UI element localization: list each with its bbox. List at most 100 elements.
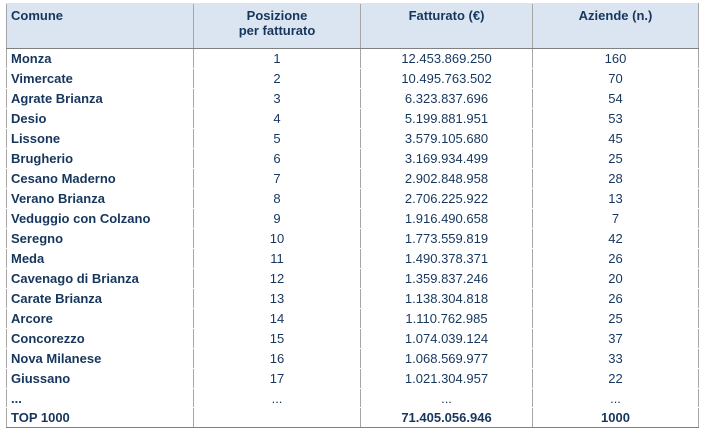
cell-fatturato: 1.916.490.658 [360,208,533,229]
cell-comune: Agrate Brianza [6,88,194,109]
table-row: Giussano 17 1.021.304.957 22 [6,368,699,389]
table-row: Veduggio con Colzano 9 1.916.490.658 7 [6,208,699,229]
cell-aziende: 26 [532,288,699,309]
header-posizione-line2: per fatturato [238,23,316,38]
cell-posizione: 11 [193,248,361,269]
cell-posizione: 4 [193,108,361,129]
table-row: Seregno 10 1.773.559.819 42 [6,228,699,249]
cell-fatturato: 1.074.039.124 [360,328,533,349]
total-label: TOP 1000 [6,407,194,428]
cell-posizione: 14 [193,308,361,329]
cell-aziende: 20 [532,268,699,289]
cell-fatturato: 1.021.304.957 [360,368,533,389]
cell-comune: Brugherio [6,148,194,169]
cell-fatturato: 1.359.837.246 [360,268,533,289]
cell-comune: Cavenago di Brianza [6,268,194,289]
cell-aziende: 22 [532,368,699,389]
cell-posizione: 7 [193,168,361,189]
cell-aziende: 37 [532,328,699,349]
table-row: Verano Brianza 8 2.706.225.922 13 [6,188,699,209]
cell-comune: Nova Milanese [6,348,194,369]
cell-posizione: 10 [193,228,361,249]
cell-posizione: 16 [193,348,361,369]
cell-aziende: ... [532,388,699,408]
table-row: Desio 4 5.199.881.951 53 [6,108,699,129]
cell-fatturato: 1.138.304.818 [360,288,533,309]
cell-comune: Veduggio con Colzano [6,208,194,229]
header-posizione-line1: Posizione [246,8,308,23]
total-posizione [193,407,361,428]
cell-fatturato: 5.199.881.951 [360,108,533,129]
header-row: Comune Posizione per fatturato Fatturato… [6,3,699,49]
cell-fatturato: 1.110.762.985 [360,308,533,329]
cell-fatturato: 1.490.378.371 [360,248,533,269]
cell-comune: Concorezzo [6,328,194,349]
cell-aziende: 42 [532,228,699,249]
cell-aziende: 25 [532,308,699,329]
cell-fatturato: 3.169.934.499 [360,148,533,169]
cell-comune: Giussano [6,368,194,389]
cell-comune: Carate Brianza [6,288,194,309]
total-fatturato: 71.405.056.946 [360,407,533,428]
cell-comune: ... [6,388,194,408]
total-row: TOP 1000 71.405.056.946 1000 [6,407,699,428]
header-comune: Comune [6,3,194,49]
cell-fatturato: 1.068.569.977 [360,348,533,369]
table-row: Arcore 14 1.110.762.985 25 [6,308,699,329]
cell-aziende: 54 [532,88,699,109]
cell-aziende: 25 [532,148,699,169]
cell-aziende: 13 [532,188,699,209]
table-row: Cavenago di Brianza 12 1.359.837.246 20 [6,268,699,289]
cell-posizione: 13 [193,288,361,309]
cell-aziende: 7 [532,208,699,229]
table-row: Lissone 5 3.579.105.680 45 [6,128,699,149]
cell-posizione: 6 [193,148,361,169]
cell-comune: Desio [6,108,194,129]
cell-posizione: 9 [193,208,361,229]
cell-fatturato: 2.706.225.922 [360,188,533,209]
cell-aziende: 70 [532,68,699,89]
cell-posizione: 12 [193,268,361,289]
cell-comune: Vimercate [6,68,194,89]
cell-aziende: 45 [532,128,699,149]
cell-fatturato: 10.495.763.502 [360,68,533,89]
table-row: Brugherio 6 3.169.934.499 25 [6,148,699,169]
cell-aziende: 160 [532,48,699,69]
cell-fatturato: 6.323.837.696 [360,88,533,109]
cell-fatturato: ... [360,388,533,408]
cell-posizione: ... [193,388,361,408]
cell-comune: Verano Brianza [6,188,194,209]
table-row: Vimercate 2 10.495.763.502 70 [6,68,699,89]
fatturato-table: Comune Posizione per fatturato Fatturato… [6,3,699,428]
cell-comune: Cesano Maderno [6,168,194,189]
cell-posizione: 5 [193,128,361,149]
cell-comune: Seregno [6,228,194,249]
header-posizione: Posizione per fatturato [193,3,361,49]
cell-posizione: 15 [193,328,361,349]
header-aziende: Aziende (n.) [532,3,699,49]
cell-comune: Arcore [6,308,194,329]
table-row: Nova Milanese 16 1.068.569.977 33 [6,348,699,369]
table-row: Agrate Brianza 3 6.323.837.696 54 [6,88,699,109]
cell-aziende: 26 [532,248,699,269]
ellipsis-row: ............ [6,388,699,408]
cell-aziende: 53 [532,108,699,129]
table-container: Comune Posizione per fatturato Fatturato… [6,3,699,428]
cell-fatturato: 3.579.105.680 [360,128,533,149]
cell-comune: Monza [6,48,194,69]
cell-posizione: 17 [193,368,361,389]
cell-aziende: 28 [532,168,699,189]
cell-fatturato: 2.902.848.958 [360,168,533,189]
cell-posizione: 2 [193,68,361,89]
cell-fatturato: 12.453.869.250 [360,48,533,69]
header-fatturato: Fatturato (€) [360,3,533,49]
cell-fatturato: 1.773.559.819 [360,228,533,249]
cell-posizione: 8 [193,188,361,209]
cell-comune: Lissone [6,128,194,149]
cell-comune: Meda [6,248,194,269]
table-row: Monza 1 12.453.869.250 160 [6,48,699,69]
table-row: Cesano Maderno 7 2.902.848.958 28 [6,168,699,189]
total-aziende: 1000 [532,407,699,428]
cell-posizione: 3 [193,88,361,109]
cell-aziende: 33 [532,348,699,369]
